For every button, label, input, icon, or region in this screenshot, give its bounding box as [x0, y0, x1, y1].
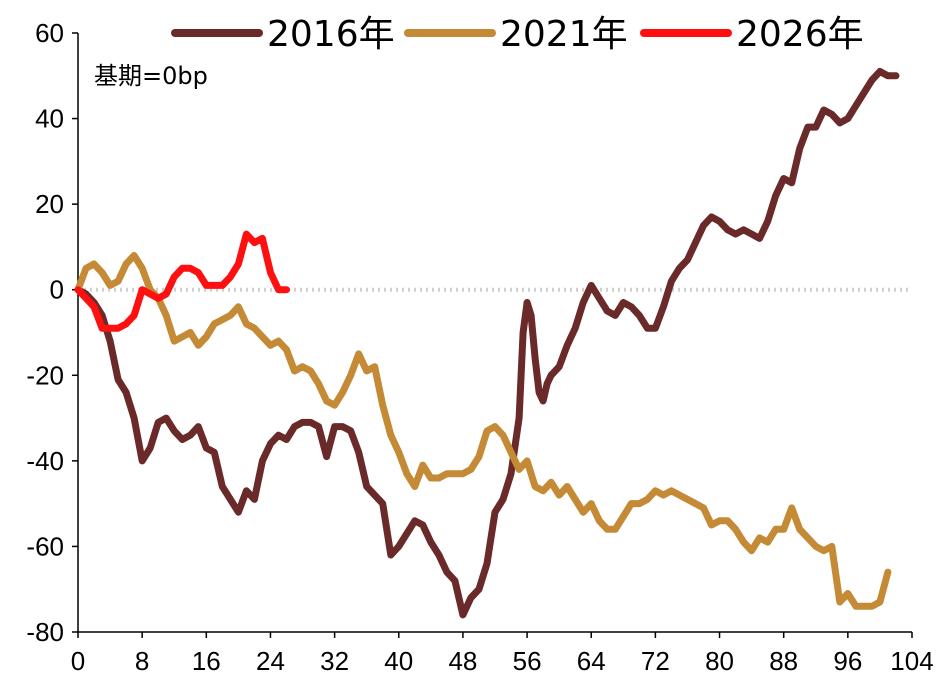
x-tick-label: 88 — [769, 646, 798, 676]
y-tick-label: 60 — [35, 18, 64, 48]
legend-label-1: 2016年 — [267, 14, 395, 55]
x-tick-label: 8 — [135, 646, 149, 676]
series-line-1 — [74, 68, 900, 619]
legend-label-3: 2026年 — [736, 14, 864, 55]
y-tick-label: -80 — [26, 617, 64, 647]
x-tick-label: 16 — [192, 646, 221, 676]
x-tick-label: 56 — [513, 646, 542, 676]
x-tick-label: 40 — [384, 646, 413, 676]
series-line-3 — [74, 230, 290, 332]
y-tick-label: 40 — [35, 104, 64, 134]
x-tick-label: 104 — [890, 646, 933, 676]
y-tick-label: -20 — [26, 360, 64, 390]
x-tick-label: 0 — [71, 646, 85, 676]
series-line-2 — [74, 252, 892, 610]
legend-label-2: 2021年 — [500, 14, 628, 55]
x-tick-label: 72 — [641, 646, 670, 676]
y-tick-label: 20 — [35, 189, 64, 219]
x-tick-label: 24 — [256, 646, 285, 676]
y-tick-label: -40 — [26, 446, 64, 476]
base-period-annotation: 基期=0bp — [94, 62, 208, 90]
x-tick-label: 80 — [705, 646, 734, 676]
x-tick-label: 32 — [320, 646, 349, 676]
y-tick-label: 0 — [50, 275, 64, 305]
x-tick-label: 64 — [577, 646, 606, 676]
legend: 2016年 2021年 2026年 — [171, 14, 864, 55]
x-tick-label: 48 — [448, 646, 477, 676]
series-layer — [74, 68, 900, 619]
x-tick-label: 96 — [833, 646, 862, 676]
y-tick-label: -60 — [26, 531, 64, 561]
